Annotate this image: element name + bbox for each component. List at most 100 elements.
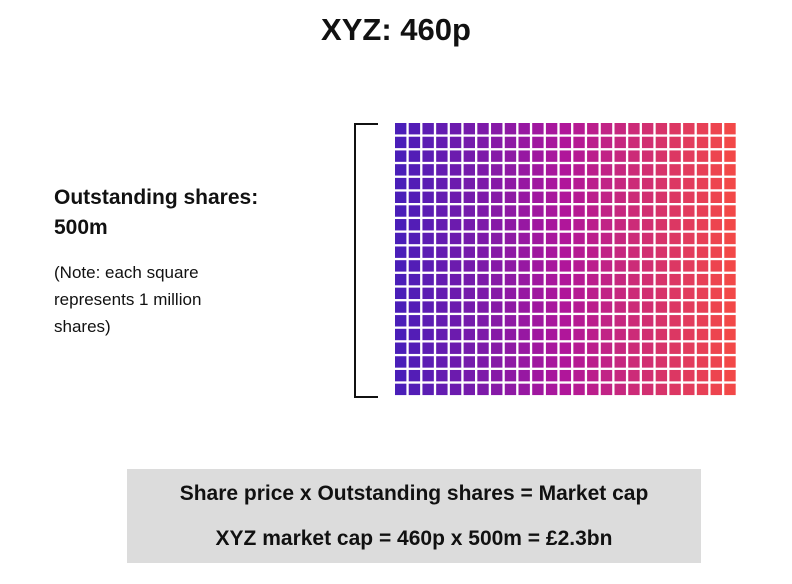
share-square <box>724 177 736 190</box>
share-square <box>504 136 517 149</box>
share-square <box>477 191 489 203</box>
share-square <box>641 246 654 258</box>
share-square <box>559 369 572 382</box>
share-square <box>641 164 654 176</box>
share-square <box>724 287 736 300</box>
share-square <box>545 383 558 396</box>
share-square <box>449 342 462 354</box>
share-square <box>573 328 585 341</box>
share-square <box>477 205 489 217</box>
share-square <box>559 177 572 190</box>
share-square <box>573 150 585 162</box>
share-square <box>683 219 695 231</box>
share-square <box>559 164 572 176</box>
share-square <box>463 177 475 190</box>
share-square <box>545 246 558 258</box>
share-square <box>504 342 517 354</box>
share-square <box>545 287 558 300</box>
share-square <box>600 246 613 258</box>
share-square <box>724 219 736 231</box>
share-square <box>669 287 681 300</box>
share-square <box>463 383 475 396</box>
share-square <box>532 356 544 368</box>
share-square <box>600 205 613 217</box>
share-square <box>696 287 709 300</box>
share-square <box>655 301 668 313</box>
share-square <box>724 369 736 382</box>
share-square <box>614 315 626 327</box>
share-square <box>422 369 434 382</box>
share-square <box>477 219 489 231</box>
share-square <box>449 315 462 327</box>
share-square <box>696 219 709 231</box>
share-square <box>587 287 599 300</box>
share-square <box>600 260 613 272</box>
share-square <box>449 219 462 231</box>
share-square <box>724 383 736 396</box>
share-square <box>422 191 434 203</box>
share-square <box>641 150 654 162</box>
share-square <box>683 246 695 258</box>
share-square <box>669 383 681 396</box>
share-square <box>614 301 626 313</box>
share-square <box>518 232 530 245</box>
share-square <box>518 164 530 176</box>
share-square <box>641 136 654 149</box>
share-square <box>628 205 640 217</box>
share-square <box>449 260 462 272</box>
share-square <box>600 315 613 327</box>
share-square <box>614 356 626 368</box>
share-square <box>655 315 668 327</box>
share-square <box>573 205 585 217</box>
share-square <box>463 246 475 258</box>
share-square <box>463 219 475 231</box>
note: (Note: each square represents 1 million … <box>54 263 202 336</box>
share-square <box>532 273 544 286</box>
share-square <box>504 246 517 258</box>
share-square <box>477 246 489 258</box>
share-square <box>532 123 544 135</box>
share-square <box>696 315 709 327</box>
share-square <box>491 301 503 313</box>
share-square <box>573 369 585 382</box>
share-square <box>628 287 640 300</box>
share-square <box>408 205 421 217</box>
share-square <box>724 150 736 162</box>
share-square <box>696 205 709 217</box>
share-square <box>655 136 668 149</box>
share-square <box>600 273 613 286</box>
share-square <box>724 136 736 149</box>
share-square <box>669 191 681 203</box>
share-square <box>559 342 572 354</box>
share-square <box>587 369 599 382</box>
share-square <box>614 260 626 272</box>
share-square <box>724 123 736 135</box>
share-square <box>504 191 517 203</box>
share-square <box>683 301 695 313</box>
share-square <box>641 205 654 217</box>
share-square <box>408 219 421 231</box>
share-square <box>614 191 626 203</box>
share-square <box>683 315 695 327</box>
share-square <box>491 219 503 231</box>
share-square <box>587 315 599 327</box>
share-square <box>408 273 421 286</box>
share-square <box>587 123 599 135</box>
share-square <box>449 356 462 368</box>
share-square <box>710 356 722 368</box>
share-square <box>518 191 530 203</box>
share-square <box>463 301 475 313</box>
share-square <box>395 369 407 382</box>
share-square <box>491 369 503 382</box>
share-square <box>641 301 654 313</box>
share-square <box>545 191 558 203</box>
share-square <box>696 356 709 368</box>
share-square <box>436 136 448 149</box>
share-square <box>477 369 489 382</box>
share-square <box>573 177 585 190</box>
share-square <box>614 219 626 231</box>
share-square <box>628 260 640 272</box>
share-square <box>422 246 434 258</box>
shares-label: Outstanding shares: 500m <box>54 186 259 239</box>
share-square <box>573 136 585 149</box>
